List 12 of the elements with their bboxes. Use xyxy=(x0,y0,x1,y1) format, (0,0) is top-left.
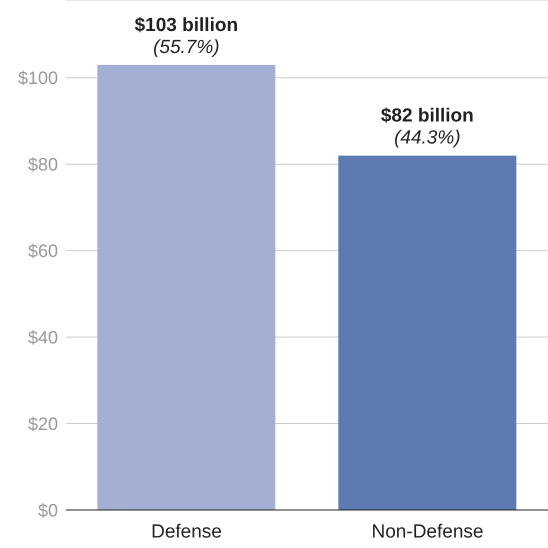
annotation: (44.3%) xyxy=(394,128,461,149)
x-tick-label: Defense xyxy=(151,521,222,542)
data-label: $82 billion xyxy=(380,106,474,127)
annotation: (55.7%) xyxy=(153,36,220,58)
y-tick-label: $100 xyxy=(18,68,58,88)
y-tick-label: $60 xyxy=(28,241,58,262)
y-tick-label: $0 xyxy=(38,500,58,520)
x-tick-label: Non-Defense xyxy=(372,521,484,542)
y-tick-label: $80 xyxy=(28,154,58,175)
data-label: $103 billion xyxy=(134,14,238,36)
y-tick-label: $20 xyxy=(28,414,58,434)
y-tick-label: $40 xyxy=(28,328,58,348)
